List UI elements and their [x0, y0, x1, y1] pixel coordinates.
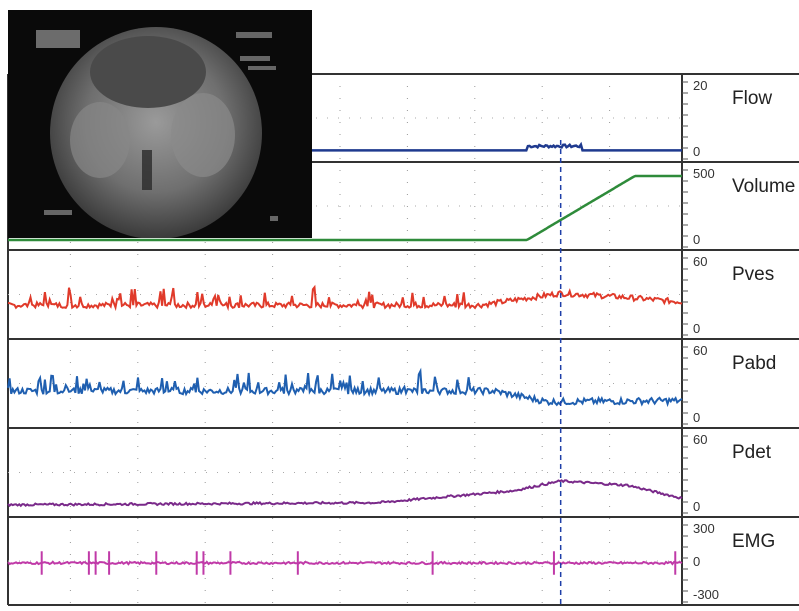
tick-label-top: 20 — [693, 78, 707, 93]
fluoroscopy-image — [8, 10, 312, 238]
series-line-emg — [7, 560, 683, 566]
tick-label-bottom: 0 — [693, 499, 700, 514]
channel-label-volume: Volume — [732, 176, 795, 197]
tick-label-mid: 0 — [693, 554, 700, 569]
tick-label-top: 60 — [693, 254, 707, 269]
tick-label-top: 300 — [693, 521, 715, 536]
tick-label-top: 500 — [693, 166, 715, 181]
channel-label-pdet: Pdet — [732, 442, 772, 463]
channel-label-pabd: Pabd — [732, 353, 776, 374]
tick-label-bottom: -300 — [693, 587, 719, 602]
tick-label-top: 60 — [693, 432, 707, 447]
series-line-pdet — [7, 479, 683, 508]
series-line-pabd — [7, 367, 683, 408]
series-line-volume — [8, 174, 682, 242]
channel-label-flow: Flow — [732, 88, 772, 109]
tick-label-bottom: 0 — [693, 144, 700, 159]
channel-label-pves: Pves — [732, 264, 774, 285]
fluoroscopy-inset — [8, 10, 312, 238]
tick-label-bottom: 0 — [693, 232, 700, 247]
channel-label-emg: EMG — [732, 531, 775, 552]
tick-label-bottom: 0 — [693, 410, 700, 425]
tick-label-top: 60 — [693, 343, 707, 358]
series-line-pves — [7, 284, 683, 312]
tick-label-bottom: 0 — [693, 321, 700, 336]
